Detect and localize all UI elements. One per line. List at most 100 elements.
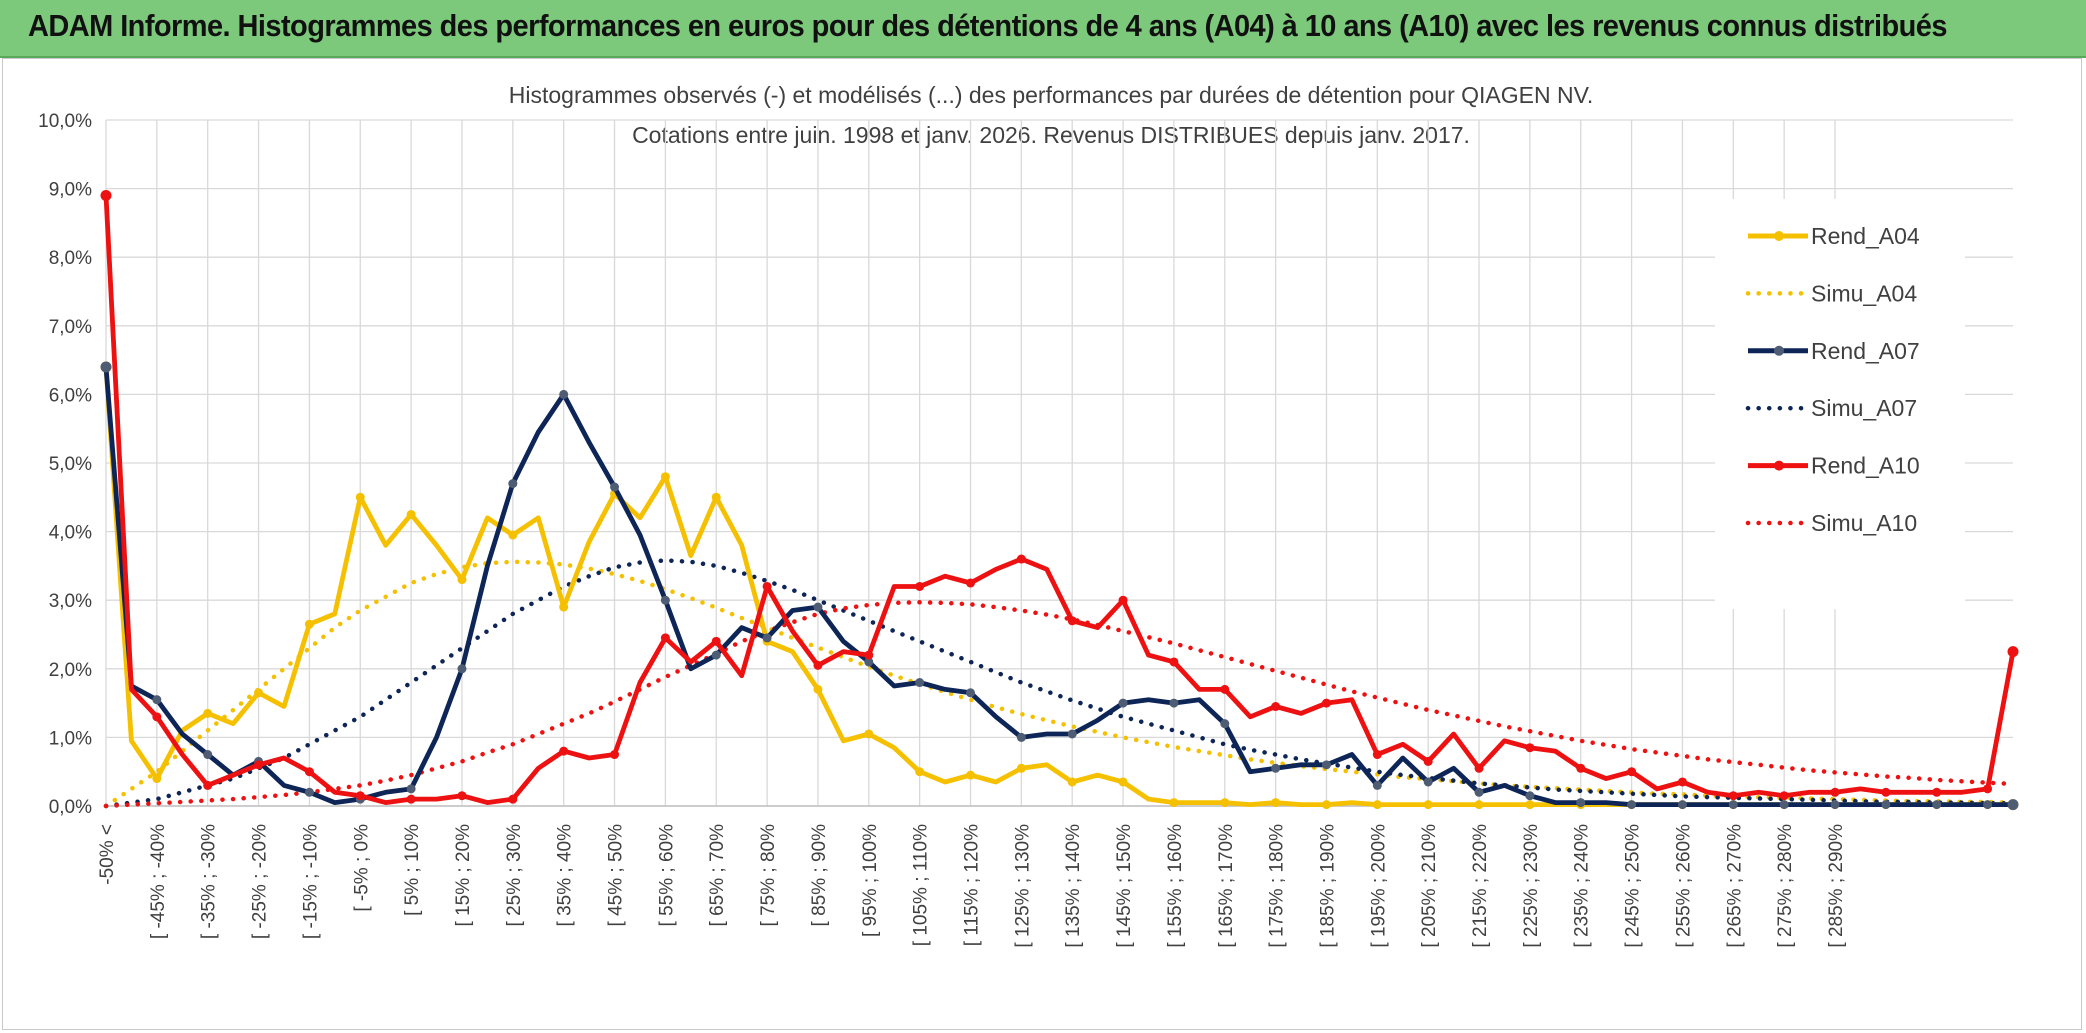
x-tick-label: [ 35% ; 40% — [555, 824, 576, 927]
histogram-chart: Histogrammes observés (-) et modélisés (… — [38, 82, 2019, 948]
y-tick-label: 10,0% — [38, 111, 92, 132]
x-tick-label: [ 125% ; 130% — [1012, 824, 1033, 948]
series-line-Simu_A10 — [103, 600, 2016, 809]
data-point — [457, 575, 467, 585]
data-point — [559, 746, 569, 756]
data-point — [152, 774, 162, 784]
data-point — [864, 650, 874, 660]
x-tick-label: [ 275% ; 280% — [1775, 824, 1796, 948]
x-tick-label: [ 25% ; 30% — [504, 824, 525, 927]
x-tick-label: [ 65% ; 70% — [707, 824, 728, 927]
data-point — [152, 695, 162, 705]
data-point — [1016, 732, 1026, 742]
data-point — [762, 581, 772, 591]
x-tick-label: [ 195% ; 200% — [1368, 824, 1389, 948]
data-point — [1321, 698, 1331, 708]
data-point — [1423, 756, 1433, 766]
data-point — [1169, 657, 1179, 667]
data-point — [1372, 750, 1382, 760]
data-point — [355, 791, 365, 801]
data-point — [1677, 777, 1687, 787]
report-banner: ADAM Informe. Histogrammes des performan… — [0, 0, 2086, 58]
x-tick-label: [ 175% ; 180% — [1267, 824, 1288, 948]
x-tick-label: [ 155% ; 160% — [1165, 824, 1186, 948]
data-point — [915, 678, 925, 688]
legend-marker — [1774, 231, 1784, 241]
data-point — [1271, 798, 1281, 808]
data-point — [1677, 800, 1687, 810]
data-point — [1474, 800, 1484, 810]
data-point — [304, 619, 314, 629]
x-tick-label: [ 135% ; 140% — [1063, 824, 1084, 948]
y-tick-label: 9,0% — [49, 180, 92, 201]
data-point — [1576, 763, 1586, 773]
x-tick-label: [ 215% ; 220% — [1470, 824, 1491, 948]
data-point — [813, 602, 823, 612]
x-tick-label: [ 75% ; 80% — [758, 824, 779, 927]
data-point — [1016, 763, 1026, 773]
data-point — [1271, 702, 1281, 712]
data-point — [1525, 800, 1535, 810]
data-point — [1525, 791, 1535, 801]
y-tick-label: 2,0% — [49, 660, 92, 681]
data-point — [152, 712, 162, 722]
y-tick-label: 1,0% — [49, 728, 92, 749]
x-tick-label: [ -15% ; -10% — [300, 824, 321, 939]
data-point — [966, 770, 976, 780]
x-tick-label: [ -25% ; -20% — [250, 824, 271, 939]
x-tick-label: [ 115% ; 120% — [962, 824, 983, 946]
data-point — [1118, 595, 1128, 605]
data-point — [1881, 787, 1891, 797]
data-point — [203, 708, 213, 718]
data-point — [1881, 800, 1891, 810]
data-point — [1728, 800, 1738, 810]
series-line-Rend_A07 — [103, 366, 2013, 807]
x-tick-label: [ 145% ; 150% — [1114, 824, 1135, 948]
y-axis: 0,0% 1,0% 2,0% 3,0% 4,0% 5,0% 6,0% 7,0% 8,0% 9,0%… — [38, 111, 92, 818]
data-point — [508, 479, 518, 489]
x-tick-label: [ 15% ; 20% — [453, 824, 474, 927]
x-tick-label: [ 85% ; 90% — [809, 824, 830, 927]
data-point — [1627, 800, 1637, 810]
data-point — [100, 361, 112, 373]
data-point — [1067, 729, 1077, 739]
data-point — [1118, 698, 1128, 708]
x-tick-label: [ 45% ; 50% — [606, 824, 627, 927]
legend-marker — [1774, 460, 1784, 471]
y-tick-label: 0,0% — [49, 797, 92, 818]
x-tick-label: [ -35% ; -30% — [199, 824, 220, 939]
x-tick-label: [ -45% ; -40% — [148, 824, 169, 939]
data-point — [1220, 684, 1230, 694]
data-point — [915, 581, 925, 591]
data-point — [864, 657, 874, 667]
series-line-Simu_A07 — [103, 558, 2016, 809]
chart-subtitle: Cotations entre juin. 1998 et janv. 2026… — [632, 122, 1470, 148]
data-point — [2007, 646, 2019, 658]
y-tick-label: 6,0% — [49, 385, 92, 406]
legend-box — [1715, 199, 1965, 609]
data-point — [2007, 799, 2019, 811]
y-tick-label: 4,0% — [49, 523, 92, 544]
data-point — [1779, 791, 1789, 801]
data-point — [1627, 767, 1637, 777]
x-tick-label: [ -5% ; 0% — [351, 824, 372, 912]
chart-frame: Histogrammes observés (-) et modélisés (… — [2, 58, 2082, 1030]
data-point — [864, 729, 874, 739]
data-point — [406, 784, 416, 794]
data-point — [915, 767, 925, 777]
legend-label: Simu_A04 — [1811, 280, 1917, 306]
data-point — [1983, 784, 1993, 794]
data-point — [559, 602, 569, 612]
data-point — [203, 750, 213, 760]
data-point — [1474, 763, 1484, 773]
x-tick-label: [ 105% ; 110% — [911, 824, 932, 946]
data-point — [1932, 800, 1942, 810]
y-tick-label: 7,0% — [49, 317, 92, 338]
data-point — [1983, 800, 1993, 810]
data-point — [1220, 798, 1230, 808]
data-point — [660, 472, 670, 482]
data-point — [1271, 763, 1281, 773]
legend-label: Rend_A07 — [1811, 338, 1920, 364]
x-tick-label: [ 225% ; 230% — [1521, 824, 1542, 948]
data-point — [610, 482, 620, 492]
